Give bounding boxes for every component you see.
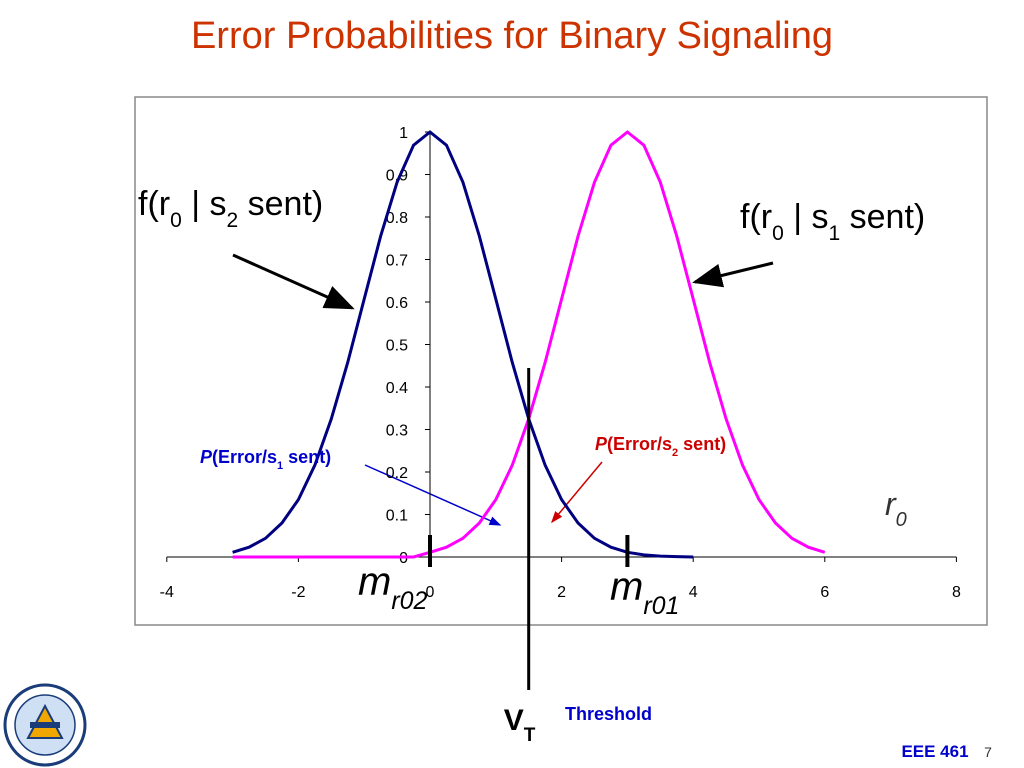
course-code: EEE 461 (901, 742, 968, 761)
pointer-arrow (692, 261, 774, 288)
y-tick-label: 0.4 (386, 380, 408, 397)
curve-label-part: 0 (772, 222, 784, 245)
error-label-part: sent) (283, 447, 331, 467)
curve-label-part: f(r (138, 185, 170, 223)
curve-label-part: | s (784, 198, 829, 236)
error-label-part: 1 (277, 460, 283, 472)
error-label-part: sent) (678, 434, 726, 454)
curve (232, 130, 694, 559)
x-tick-label: 4 (689, 584, 698, 601)
threshold-label-part: V (504, 704, 524, 737)
y-tick-label: 0.5 (386, 338, 408, 355)
university-logo (3, 683, 87, 767)
error-label: P(Error/s1 sent) (200, 447, 331, 472)
x-axis-label: r0 (885, 486, 907, 531)
curve-label-part: f(r (740, 198, 772, 236)
error-label-part: 2 (672, 447, 678, 459)
threshold-label-part: T (524, 725, 536, 746)
x-tick-label: 6 (820, 584, 829, 601)
y-tick-label: 0.3 (386, 423, 408, 440)
x-tick-label: -2 (291, 584, 305, 601)
x-axis-label-part: r (885, 486, 897, 522)
pointer-arrow (364, 464, 502, 526)
curve-label: f(r0 | s1 sent) (740, 198, 925, 245)
page-number: 7 (984, 744, 992, 760)
pointer-arrow (232, 253, 355, 310)
mean-label: mr01 (610, 565, 679, 620)
mean-label: mr02 (358, 560, 428, 615)
y-tick-label: 0.7 (386, 253, 408, 270)
x-axis-label-part: 0 (896, 509, 907, 531)
curve-label-part: 1 (829, 222, 841, 245)
x-tick-label: -4 (160, 584, 174, 601)
mean-label-part: r01 (643, 592, 679, 620)
curve-label-part: sent) (238, 185, 323, 223)
curve-label-part: 2 (227, 209, 239, 232)
curve-label-part: sent) (840, 198, 925, 236)
y-tick-label: 0.2 (386, 465, 408, 482)
y-tick-label: 0.8 (386, 210, 408, 227)
error-label-part: P (200, 447, 213, 467)
threshold-label: VT (504, 704, 536, 746)
mean-label-part: r02 (391, 587, 427, 615)
pointer-arrow (551, 461, 603, 524)
error-label: P(Error/s2 sent) (595, 434, 726, 459)
slide-title: Error Probabilities for Binary Signaling (191, 15, 833, 57)
x-tick-label: 8 (952, 584, 961, 601)
error-label-part: (Error/s (607, 434, 672, 454)
mean-label-part: m (358, 560, 391, 604)
y-tick-label: 0.6 (386, 295, 408, 312)
chart-frame (134, 96, 988, 626)
y-tick-label: 1 (399, 125, 408, 142)
threshold-caption: Threshold (565, 704, 652, 724)
error-label-part: P (595, 434, 608, 454)
x-tick-label: 2 (557, 584, 566, 601)
x-tick-label: 0 (426, 584, 435, 601)
mean-label-part: m (610, 565, 643, 609)
curve-label-part: | s (182, 185, 227, 223)
error-label-part: (Error/s (212, 447, 277, 467)
curve-label: f(r0 | s2 sent) (138, 185, 323, 232)
y-tick-label: 0.1 (386, 508, 408, 525)
curve-label-part: 0 (170, 209, 182, 232)
